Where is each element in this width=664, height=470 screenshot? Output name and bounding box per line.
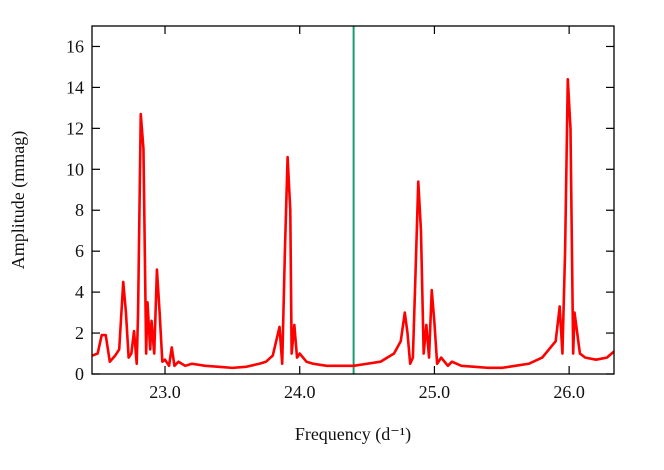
y-tick-label: 0: [75, 364, 84, 384]
y-tick-label: 12: [66, 118, 84, 138]
x-axis-label: Frequency (d⁻¹): [295, 424, 411, 445]
y-tick-label: 16: [66, 36, 84, 56]
x-tick-label: 23.0: [149, 382, 181, 402]
y-tick-label: 6: [75, 241, 84, 261]
y-tick-label: 4: [75, 282, 84, 302]
x-tick-label: 25.0: [419, 382, 451, 402]
y-tick-label: 10: [66, 159, 84, 179]
y-tick-label: 14: [66, 77, 84, 97]
x-tick-label: 26.0: [553, 382, 585, 402]
y-tick-label: 2: [75, 323, 84, 343]
spectrum-line: [92, 77, 614, 370]
y-axis-label: Amplitude (mmag): [8, 131, 29, 269]
plot-frame: [91, 25, 615, 375]
x-tick-label: 24.0: [284, 382, 316, 402]
y-tick-label: 8: [75, 200, 84, 220]
